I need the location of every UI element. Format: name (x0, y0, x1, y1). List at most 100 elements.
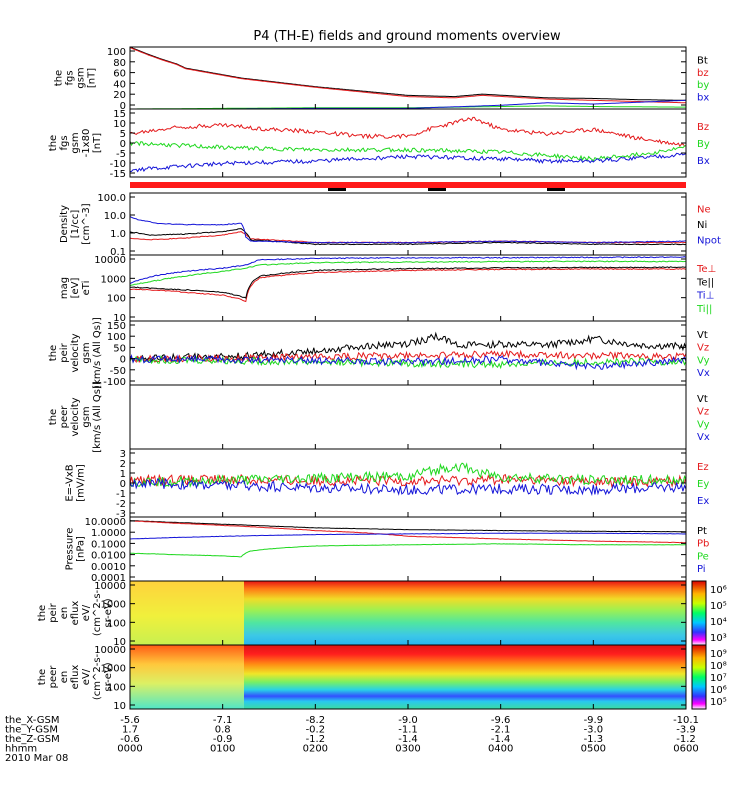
y-tick-label: 15 (113, 109, 126, 120)
y-axis-label-line: [nPa] (76, 536, 87, 562)
panel-frame (129, 192, 687, 256)
legend-Ti||: Ti|| (696, 304, 712, 315)
legend-Pb: Pb (697, 539, 709, 550)
legend-by: by (697, 80, 709, 91)
footer-row-label: 2010 Mar 08 (5, 753, 68, 764)
series-line-Vx (130, 354, 686, 371)
series-line-Ti⊥ (130, 256, 686, 285)
y-axis-label-line: [nT] (92, 133, 103, 153)
footer-value: 0400 (488, 744, 513, 755)
y-axis-label-line: Density (59, 205, 70, 243)
footer-value: -3.9 (676, 725, 696, 736)
y-axis-label-line: [cm^-3] (81, 203, 92, 244)
y-axis-label-line: the (48, 345, 59, 361)
series-line-By (130, 140, 686, 162)
y-tick-label: 100 (107, 682, 126, 693)
colorbar-gradient (691, 580, 707, 646)
y-axis-label-line: mag (59, 277, 70, 299)
quality-bar-fill (130, 182, 686, 188)
legend-Te⊥: Te⊥ (696, 264, 716, 275)
series-line-Bx (130, 152, 686, 173)
footer-value: 0100 (210, 744, 235, 755)
y-tick-label: 0.1000 (91, 539, 126, 550)
y-tick-label: 10000 (94, 581, 126, 592)
y-tick-label: 0.0100 (91, 551, 126, 562)
y-axis-label-line: the (48, 135, 59, 151)
footer-value: -0.2 (306, 725, 326, 736)
footer-value: 0300 (395, 744, 420, 755)
y-tick-label: -2 (116, 499, 126, 510)
y-tick-label: 10.0000 (85, 517, 126, 528)
legend-Vx: Vx (697, 432, 710, 443)
quality-bar-marker (428, 188, 446, 191)
panel-frame (129, 108, 687, 178)
y-axis-label-line: [eV] (70, 278, 81, 299)
legend-Ey: Ey (697, 479, 709, 490)
chart-title: P4 (TH-E) fields and ground moments over… (253, 29, 561, 44)
footer-value: 0500 (581, 744, 606, 755)
y-axis-label-line: peir (59, 342, 70, 362)
quality-bar-marker (547, 188, 565, 191)
y-axis-label-line: sr-eV) (103, 598, 114, 627)
y-tick-label: -5 (116, 149, 126, 160)
footer-value: -1.4 (491, 734, 511, 745)
legend-Pe: Pe (697, 551, 709, 562)
y-tick-label: 0 (120, 479, 126, 490)
spectrogram-segment-early (130, 581, 244, 645)
colorbar-tick-label: 10⁵ (710, 601, 727, 612)
y-tick-label: -3 (116, 509, 126, 520)
y-axis-label-line: velocity (70, 397, 81, 436)
y-tick-label: 100 (107, 47, 126, 58)
y-tick-label: 1000 (101, 664, 126, 675)
legend-Pt: Pt (697, 526, 707, 537)
data-quality-bar (130, 182, 686, 191)
y-axis-label-line: [mV/m] (76, 464, 87, 502)
y-tick-label: 100.0 (97, 193, 126, 204)
legend-Ex: Ex (697, 496, 709, 507)
series-layer (130, 331, 686, 371)
footer-value: -0.9 (213, 734, 233, 745)
y-axis-label-line: (cm^2-s- (92, 653, 103, 700)
legend-Ne: Ne (697, 205, 711, 216)
series-line-Te|| (130, 266, 686, 299)
colorbar-tick-label: 10⁹ (710, 649, 727, 660)
footer-value: -1.1 (398, 725, 418, 736)
footer-row-label: hhmm (5, 744, 37, 755)
y-tick-label: -50 (110, 366, 126, 377)
colorbar-tick-label: 10³ (710, 633, 727, 644)
footer-row-label: the_Z-GSM (5, 734, 60, 745)
y-tick-label: 100 (107, 332, 126, 343)
series-line-Ex (130, 477, 686, 497)
y-axis-label-line: the (48, 409, 59, 425)
y-axis-label-line: [1/cc] (70, 210, 81, 239)
footer-value: -9.9 (584, 715, 604, 726)
series-line-Ez (130, 473, 686, 488)
legend-Ni: Ni (697, 220, 707, 231)
legend-Vz: Vz (697, 343, 709, 354)
y-axis-label-line: the (37, 605, 48, 621)
y-axis-label-line: (cm^2-s- (92, 589, 103, 636)
y-tick-label: 60 (113, 69, 126, 80)
legend-Bz: Bz (697, 122, 709, 133)
series-line-Npot (130, 216, 686, 244)
series-layer (130, 520, 686, 558)
legend-Npot: Npot (697, 236, 721, 247)
series-line-Vy (130, 355, 686, 370)
y-axis-label-line: [km/s (All Qs)] (92, 317, 103, 389)
y-axis-label-line: eTi (81, 281, 92, 296)
y-axis-label-line: eflux (70, 601, 81, 626)
colorbar-gradient (691, 644, 707, 710)
y-tick-label: -1 (116, 489, 126, 500)
footer-value: -7.1 (213, 715, 233, 726)
series-line-Pb (130, 520, 686, 544)
footer-value: -8.2 (306, 715, 326, 726)
legend-Te||: Te|| (696, 277, 714, 288)
y-tick-label: 0 (120, 139, 126, 150)
y-axis-label-line: sr-eV) (103, 662, 114, 691)
y-axis-label-line: eV/ (81, 668, 92, 685)
y-tick-label: 1000 (101, 600, 126, 611)
y-axis-label-line: velocity (70, 333, 81, 372)
